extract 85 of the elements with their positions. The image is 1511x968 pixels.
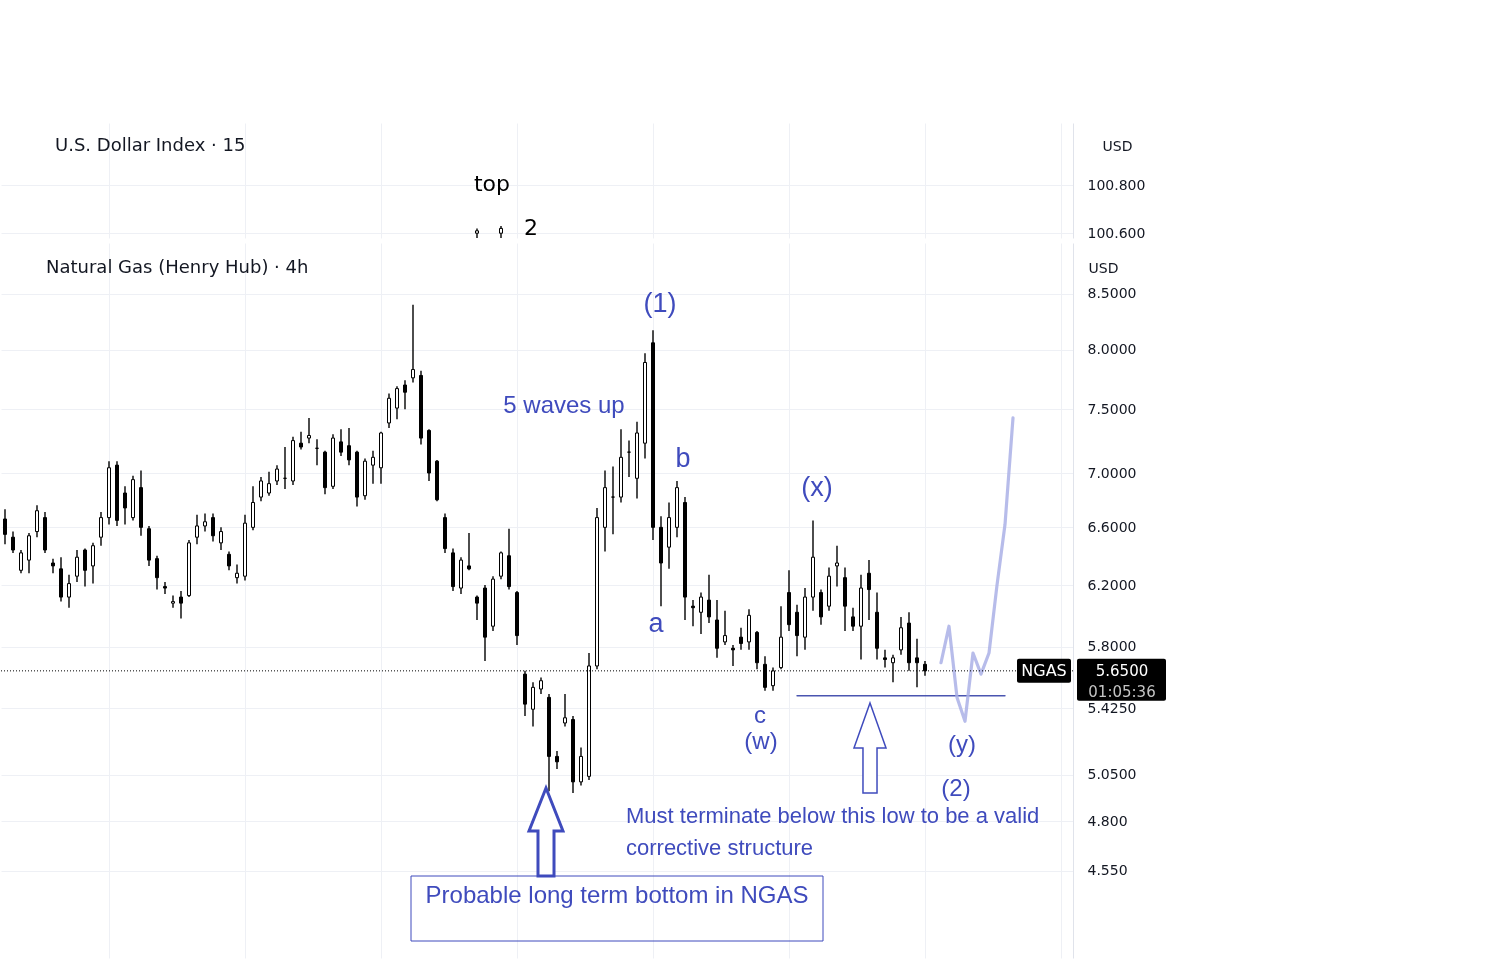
candlestick xyxy=(35,504,39,538)
annotation: (w) xyxy=(744,727,778,754)
text: 5.6500 xyxy=(1095,662,1149,680)
candlestick xyxy=(235,563,239,585)
candlestick xyxy=(19,549,23,574)
y-tick-label: 5.8000 xyxy=(1087,638,1137,655)
candlestick xyxy=(195,514,199,545)
y-axis-title: USD xyxy=(1088,259,1119,276)
candlestick xyxy=(227,550,231,571)
candlestick xyxy=(395,385,399,420)
candlestick xyxy=(171,594,175,609)
annotation: (x) xyxy=(801,472,833,502)
candlestick xyxy=(123,485,127,526)
candlestick xyxy=(91,542,95,585)
candlestick xyxy=(299,431,303,451)
candlestick xyxy=(467,532,471,571)
annotation: (1) xyxy=(643,288,677,318)
candlestick xyxy=(163,581,167,595)
candlestick xyxy=(155,555,159,591)
candlestick xyxy=(219,526,223,551)
candlestick xyxy=(723,610,727,646)
y-tick-label: 4.550 xyxy=(1087,862,1128,879)
candlestick xyxy=(563,693,567,728)
candlestick xyxy=(411,303,415,384)
y-tick-label: 7.0000 xyxy=(1087,464,1137,481)
annotation: a xyxy=(648,608,665,638)
candlestick xyxy=(611,465,615,536)
candlestick xyxy=(83,547,87,588)
candlestick xyxy=(739,627,743,651)
y-tick-label: 6.6000 xyxy=(1087,518,1137,535)
candlestick xyxy=(627,439,631,478)
candlestick xyxy=(75,549,79,583)
line-series xyxy=(939,416,1015,723)
candlestick xyxy=(3,508,7,545)
candlestick xyxy=(347,427,351,466)
candlestick xyxy=(555,750,559,770)
y-tick-label: 100.600 xyxy=(1087,224,1146,241)
candlestick xyxy=(267,470,271,497)
candlestick xyxy=(371,450,375,485)
candlestick xyxy=(259,476,263,502)
annotation: Must terminate below this low to be a valid corrective structure xyxy=(626,803,1040,860)
candlestick xyxy=(339,428,343,457)
candlestick xyxy=(475,594,479,621)
annotation: (y) xyxy=(948,730,976,757)
text: 01:05:36 xyxy=(1088,683,1156,701)
annotation: 5 waves up xyxy=(503,391,625,418)
candlestick xyxy=(707,574,711,624)
y-tick-label: 5.4250 xyxy=(1087,699,1137,716)
annotation: 2 xyxy=(524,215,538,240)
candlestick xyxy=(203,512,207,533)
candlestick xyxy=(99,511,103,547)
text: Natural Gas (Henry Hub) · 4h xyxy=(46,256,309,277)
candlestick xyxy=(531,681,535,728)
y-tick-label: 5.0500 xyxy=(1087,766,1137,783)
candlestick xyxy=(883,649,887,669)
candlestick xyxy=(11,530,15,554)
y-tick-label: 8.5000 xyxy=(1087,285,1137,302)
candlestick xyxy=(403,379,407,410)
candlestick xyxy=(67,574,71,609)
candlestick xyxy=(731,644,735,667)
annotation: Probable long term bottom in NGAS xyxy=(425,881,809,908)
text: U.S. Dollar Index · 15 xyxy=(55,134,246,155)
candlestick xyxy=(179,590,183,620)
candlestick xyxy=(275,464,279,486)
annotation: c xyxy=(754,701,766,728)
candlestick xyxy=(899,616,903,656)
candlestick xyxy=(499,550,503,580)
candlestick xyxy=(867,559,871,621)
candlestick xyxy=(51,557,55,574)
candlestick xyxy=(307,417,311,444)
y-tick-label: 100.800 xyxy=(1087,176,1146,193)
candlestick xyxy=(211,512,215,543)
candlestick xyxy=(851,606,855,632)
y-tick-label: 8.0000 xyxy=(1087,341,1137,358)
y-tick-label: 7.5000 xyxy=(1087,400,1137,417)
annotation: top xyxy=(473,171,511,196)
candlestick xyxy=(699,591,703,635)
candlestick xyxy=(835,545,839,588)
candlestick xyxy=(795,603,799,657)
y-tick-label: 4.800 xyxy=(1087,812,1128,829)
annotation: b xyxy=(675,443,691,473)
y-axis-title: USD xyxy=(1102,137,1133,154)
y-tick-label: 6.2000 xyxy=(1087,576,1137,593)
annotation: (2) xyxy=(941,774,971,801)
ref-line-label: NGAS xyxy=(1021,660,1067,680)
